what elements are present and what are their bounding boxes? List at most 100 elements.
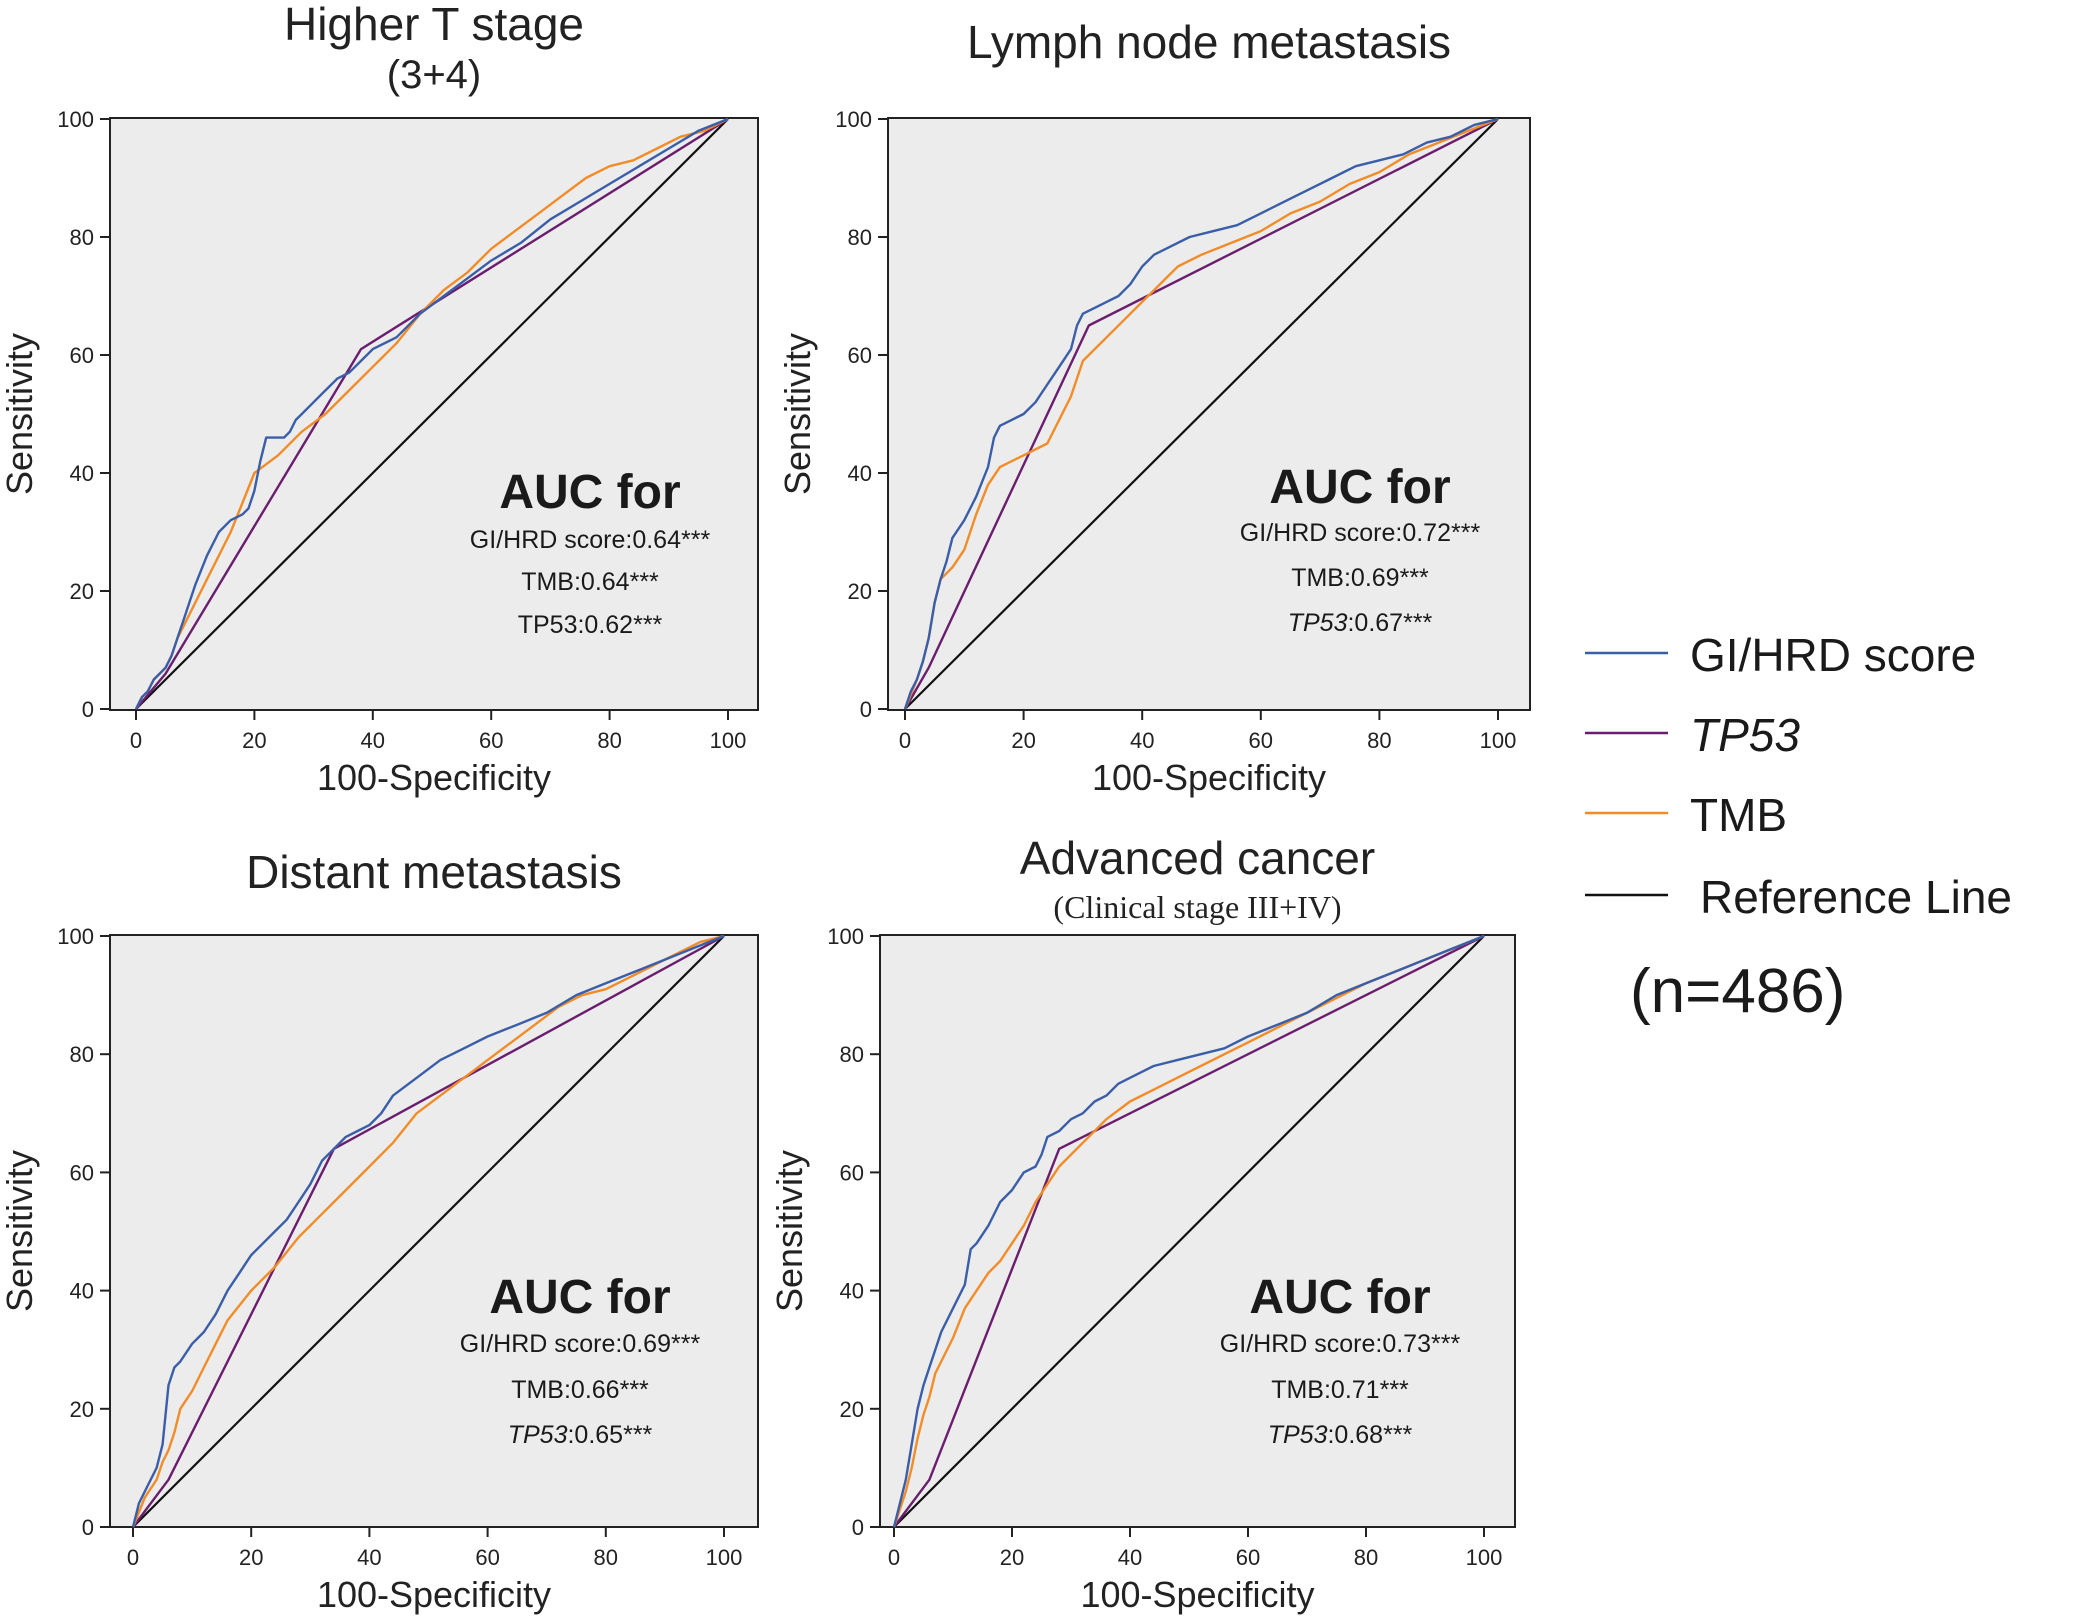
- x-tick-label: 0: [888, 1545, 900, 1570]
- y-tick-label: 40: [848, 461, 872, 486]
- chart-title: Advanced cancer: [1020, 832, 1375, 884]
- plot-area: [109, 934, 759, 1528]
- auc-entry: TMB:0.64***: [521, 568, 659, 596]
- y-tick-label: 60: [70, 1160, 94, 1185]
- x-tick-label: 100: [1480, 728, 1517, 753]
- series-line-gi-hrd-score: [131, 934, 725, 1528]
- x-tick-label: 40: [1130, 728, 1154, 753]
- x-tick-label: 40: [1118, 1545, 1142, 1570]
- y-tick-label: 40: [70, 461, 94, 486]
- auc-heading: AUC for: [499, 466, 680, 519]
- roc-panel-2: Lymph node metastasis 0 20 40 60 80 100 0 20 40 60…: [777, 16, 1531, 798]
- auc-entry: GI/HRD score:0.73***: [1220, 1330, 1461, 1358]
- y-tick-label: 0: [82, 1515, 94, 1540]
- auc-heading: AUC for: [1249, 1271, 1430, 1324]
- chart-subtitle: (Clinical stage III+IV): [1053, 889, 1341, 925]
- auc-entry: TMB:0.66***: [511, 1376, 649, 1404]
- x-tick-label: 60: [1249, 728, 1273, 753]
- reference-line: [135, 118, 729, 710]
- x-tick-label: 40: [357, 1545, 381, 1570]
- x-tick-label: 0: [899, 728, 911, 753]
- y-tick-label: 80: [70, 225, 94, 250]
- y-tick-label: 40: [840, 1279, 864, 1304]
- auc-entry: TMB:0.69***: [1291, 564, 1429, 592]
- y-axis-label: Sensitivity: [777, 333, 818, 495]
- chart-title: Higher T stage: [284, 0, 584, 50]
- auc-entry: TP53:0.67***: [1288, 609, 1433, 637]
- x-tick-label: 60: [475, 1545, 499, 1570]
- y-tick-label: 60: [848, 343, 872, 368]
- y-tick-label: 100: [57, 107, 94, 132]
- y-axis-label: Sensitivity: [769, 1150, 810, 1312]
- series-line-tmb: [892, 934, 1485, 1528]
- x-tick-label: 20: [242, 728, 266, 753]
- legend-label: Reference Line: [1700, 871, 2012, 923]
- chart-subtitle: (3+4): [387, 53, 482, 97]
- legend-label: GI/HRD score: [1690, 629, 1976, 681]
- y-tick-label: 20: [70, 579, 94, 604]
- y-tick-label: 100: [827, 924, 864, 949]
- x-tick-label: 40: [361, 728, 385, 753]
- y-tick-label: 0: [852, 1515, 864, 1540]
- x-tick-label: 20: [1011, 728, 1035, 753]
- y-tick-label: 60: [840, 1160, 864, 1185]
- x-tick-label: 100: [1466, 1545, 1503, 1570]
- x-tick-label: 60: [479, 728, 503, 753]
- y-axis-label: Sensitivity: [0, 333, 40, 495]
- reference-line: [904, 118, 1499, 710]
- plot-area: [879, 934, 1516, 1528]
- series-line-tmb: [131, 934, 725, 1528]
- auc-entry: TP53:0.65***: [508, 1421, 653, 1449]
- x-tick-label: 20: [1000, 1545, 1024, 1570]
- series-line-tp53: [135, 117, 729, 710]
- roc-panel-1: Higher T stage(3+4) 0 20 40 60 80 100 0 20 40 60 80…: [0, 0, 759, 798]
- x-tick-label: 80: [597, 728, 621, 753]
- x-tick-label: 80: [1367, 728, 1391, 753]
- y-tick-label: 20: [840, 1397, 864, 1422]
- y-tick-label: 100: [57, 924, 94, 949]
- auc-entry: TMB:0.71***: [1271, 1376, 1409, 1404]
- x-tick-label: 0: [130, 728, 142, 753]
- series-line-gi-hrd-score: [892, 934, 1485, 1528]
- auc-entry: TP53:0.68***: [1268, 1421, 1413, 1449]
- plot-area: [887, 117, 1531, 711]
- y-tick-label: 0: [82, 697, 94, 722]
- y-tick-label: 0: [860, 697, 872, 722]
- series-line-tp53: [903, 117, 1499, 710]
- y-axis-label: Sensitivity: [0, 1150, 40, 1312]
- chart-title: Lymph node metastasis: [967, 16, 1451, 68]
- y-tick-label: 100: [835, 107, 872, 132]
- auc-entry: GI/HRD score:0.69***: [460, 1330, 701, 1358]
- reference-line: [132, 935, 725, 1528]
- series-line-tp53: [132, 934, 725, 1528]
- legend: GI/HRD score TP53 TMB Reference Line (n=486): [1585, 629, 2012, 1026]
- chart-title: Distant metastasis: [246, 846, 622, 898]
- x-tick-label: 80: [594, 1545, 618, 1570]
- y-tick-label: 60: [70, 343, 94, 368]
- auc-heading: AUC for: [489, 1271, 670, 1324]
- y-tick-label: 40: [70, 1279, 94, 1304]
- plot-area: [109, 117, 759, 711]
- auc-heading: AUC for: [1269, 461, 1450, 514]
- y-tick-label: 20: [848, 579, 872, 604]
- x-tick-label: 60: [1236, 1545, 1260, 1570]
- x-tick-label: 0: [127, 1545, 139, 1570]
- x-axis-label: 100-Specificity: [1080, 1574, 1314, 1615]
- roc-panel-3: Distant metastasis 0 20 40 60 80 100 0 20 40 60 80 1…: [0, 846, 759, 1615]
- x-axis-label: 100-Specificity: [317, 757, 551, 798]
- legend-label: TMB: [1690, 789, 1787, 841]
- auc-entry: GI/HRD score:0.72***: [1240, 519, 1481, 547]
- y-tick-label: 80: [848, 225, 872, 250]
- y-tick-label: 20: [70, 1397, 94, 1422]
- series-line-gi-hrd-score: [134, 117, 729, 710]
- roc-panel-4: Advanced cancer (Clinical stage III+IV) 0 2…: [769, 832, 1516, 1615]
- x-axis-label: 100-Specificity: [317, 1574, 551, 1615]
- reference-line: [893, 935, 1485, 1528]
- auc-entry: TP53:0.62***: [518, 611, 663, 639]
- x-tick-label: 20: [239, 1545, 263, 1570]
- auc-entry: GI/HRD score:0.64***: [470, 526, 711, 554]
- y-tick-label: 80: [70, 1042, 94, 1067]
- legend-label: TP53: [1690, 709, 1800, 761]
- sample-size: (n=486): [1630, 957, 1845, 1026]
